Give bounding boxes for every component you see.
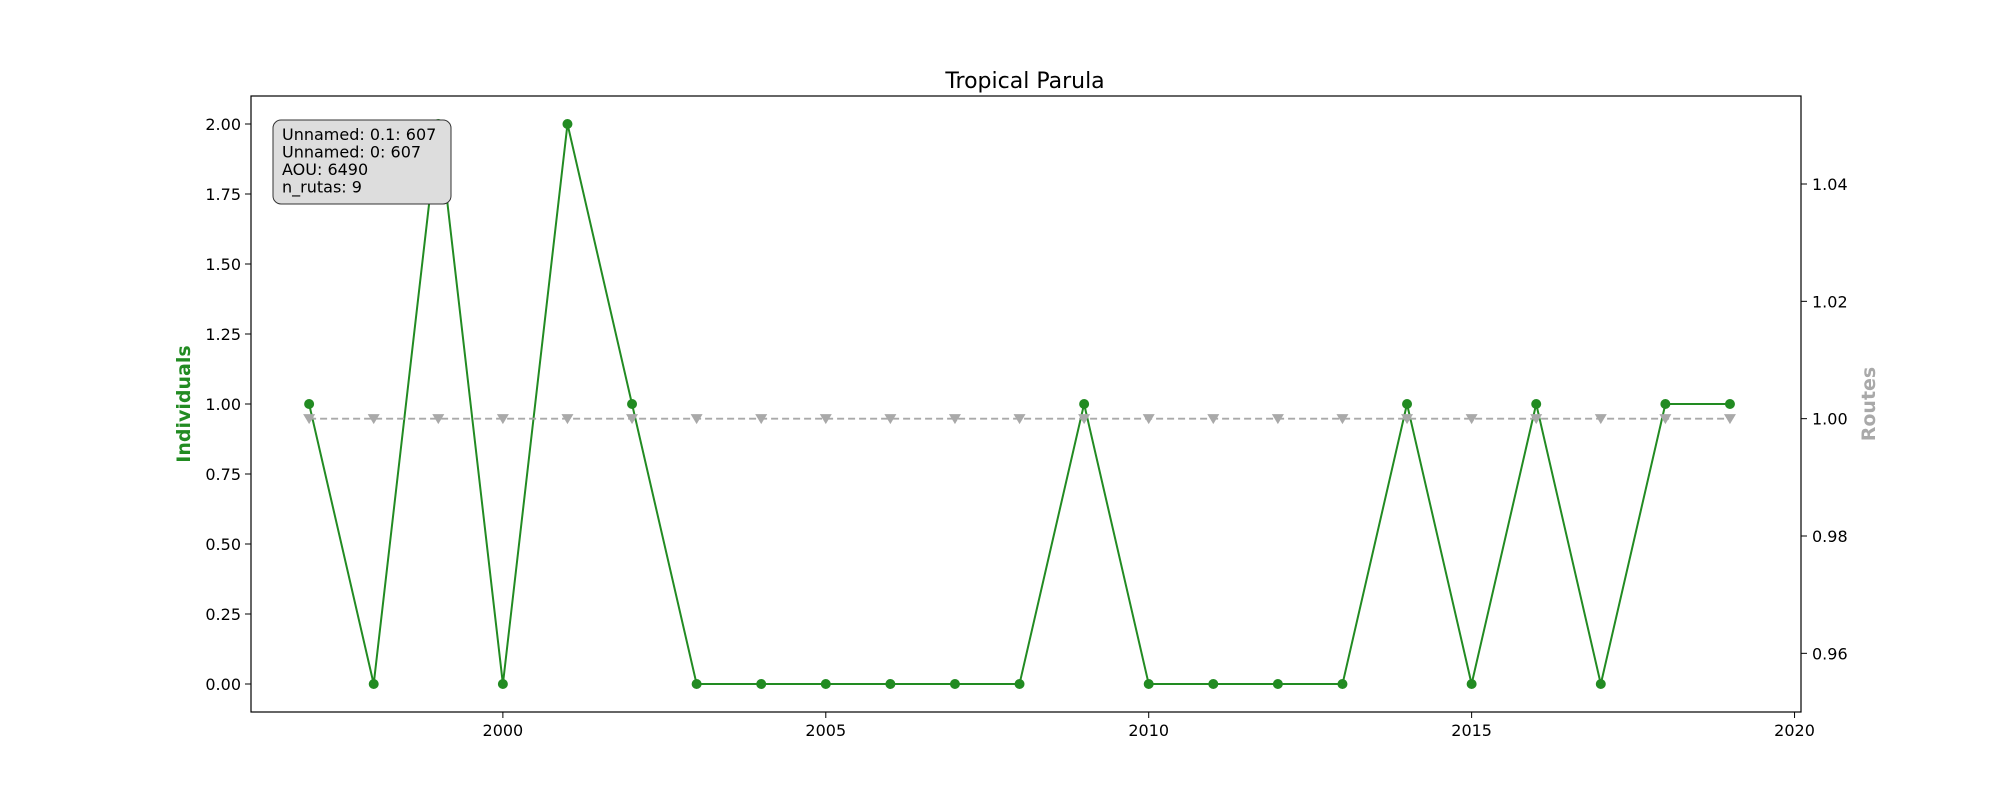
x-tick-label: 2000 [483, 721, 524, 740]
data-point-individuals [1402, 399, 1413, 409]
data-point-individuals [756, 679, 767, 689]
y-tick-label-left: 1.75 [205, 185, 241, 204]
axes-layer: 2000 2005 2010 2015 2020 0.00 0.25 0.50 0.75 1.00… [205, 95, 1848, 740]
data-point-individuals [1595, 679, 1606, 689]
y-tick-label-right: 0.96 [1812, 644, 1848, 663]
series-routes [303, 414, 1736, 425]
series-line-individuals [308, 123, 1730, 685]
data-point-routes [1142, 414, 1155, 425]
y-tick-label-right: 1.00 [1812, 410, 1848, 429]
data-point-routes [432, 414, 445, 425]
data-point-routes [1465, 414, 1478, 425]
data-point-individuals [949, 679, 960, 689]
data-point-routes [303, 414, 316, 425]
data-point-individuals [1272, 679, 1283, 689]
data-point-routes [948, 414, 961, 425]
y-axis-label-left: Individuals [173, 345, 195, 462]
data-point-routes [496, 414, 509, 425]
y-tick-label-left: 2.00 [205, 115, 241, 134]
data-point-individuals [820, 679, 831, 689]
data-point-individuals [885, 679, 896, 689]
chart-title: Tropical Parula [944, 69, 1104, 94]
info-box-line: Unnamed: 0.1: 607 [282, 125, 436, 144]
data-point-routes [690, 414, 703, 425]
y-tick-label-left: 0.50 [205, 535, 241, 554]
data-point-routes [1078, 414, 1091, 425]
data-point-individuals [304, 399, 315, 409]
data-point-individuals [1660, 399, 1671, 409]
data-point-individuals [1143, 679, 1154, 689]
data-point-routes [755, 414, 768, 425]
data-point-routes [1530, 414, 1543, 425]
data-point-individuals [497, 679, 508, 689]
y-tick-label-left: 0.75 [205, 465, 241, 484]
y-tick-label-left: 0.25 [205, 605, 241, 624]
data-point-individuals [1724, 399, 1735, 409]
y-tick-label-right: 1.04 [1812, 175, 1848, 194]
info-box-line: Unnamed: 0: 607 [282, 143, 421, 162]
data-point-individuals [1208, 679, 1219, 689]
y-tick-label-right: 1.02 [1812, 292, 1848, 311]
data-point-routes [561, 414, 574, 425]
x-tick-label: 2005 [805, 721, 846, 740]
data-point-individuals [627, 399, 638, 409]
data-point-individuals [1079, 399, 1090, 409]
y-axis-label-right: Routes [1858, 367, 1880, 442]
data-point-routes [1207, 414, 1220, 425]
series-individuals [304, 119, 1735, 689]
data-point-routes [1659, 414, 1672, 425]
x-tick-label: 2015 [1451, 721, 1492, 740]
data-point-individuals [1337, 679, 1348, 689]
data-point-individuals [691, 679, 702, 689]
plot-layer [303, 119, 1736, 689]
data-point-individuals [368, 679, 379, 689]
data-point-routes [1401, 414, 1414, 425]
y-tick-label-left: 1.50 [205, 255, 241, 274]
y-tick-label-left: 1.25 [205, 325, 241, 344]
data-point-routes [1723, 414, 1736, 425]
data-point-individuals [1466, 679, 1477, 689]
x-tick-label: 2020 [1774, 721, 1815, 740]
data-point-individuals [562, 119, 573, 129]
y-tick-label-left: 0.00 [205, 675, 241, 694]
data-point-routes [626, 414, 639, 425]
data-point-routes [1013, 414, 1026, 425]
plot-frame [250, 95, 1802, 713]
data-point-individuals [1531, 399, 1542, 409]
data-point-individuals [1014, 679, 1025, 689]
data-point-routes [1336, 414, 1349, 425]
y-tick-label-left: 1.00 [205, 395, 241, 414]
data-point-routes [1594, 414, 1607, 425]
data-point-routes [819, 414, 832, 425]
data-point-routes [1271, 414, 1284, 425]
data-point-routes [884, 414, 897, 425]
data-point-routes [367, 414, 380, 425]
y-tick-label-right: 0.98 [1812, 527, 1848, 546]
info-box-background [272, 119, 452, 205]
x-tick-label: 2010 [1128, 721, 1169, 740]
info-box-line: n_rutas: 9 [282, 178, 362, 198]
info-box-line: AOU: 6490 [282, 160, 368, 179]
